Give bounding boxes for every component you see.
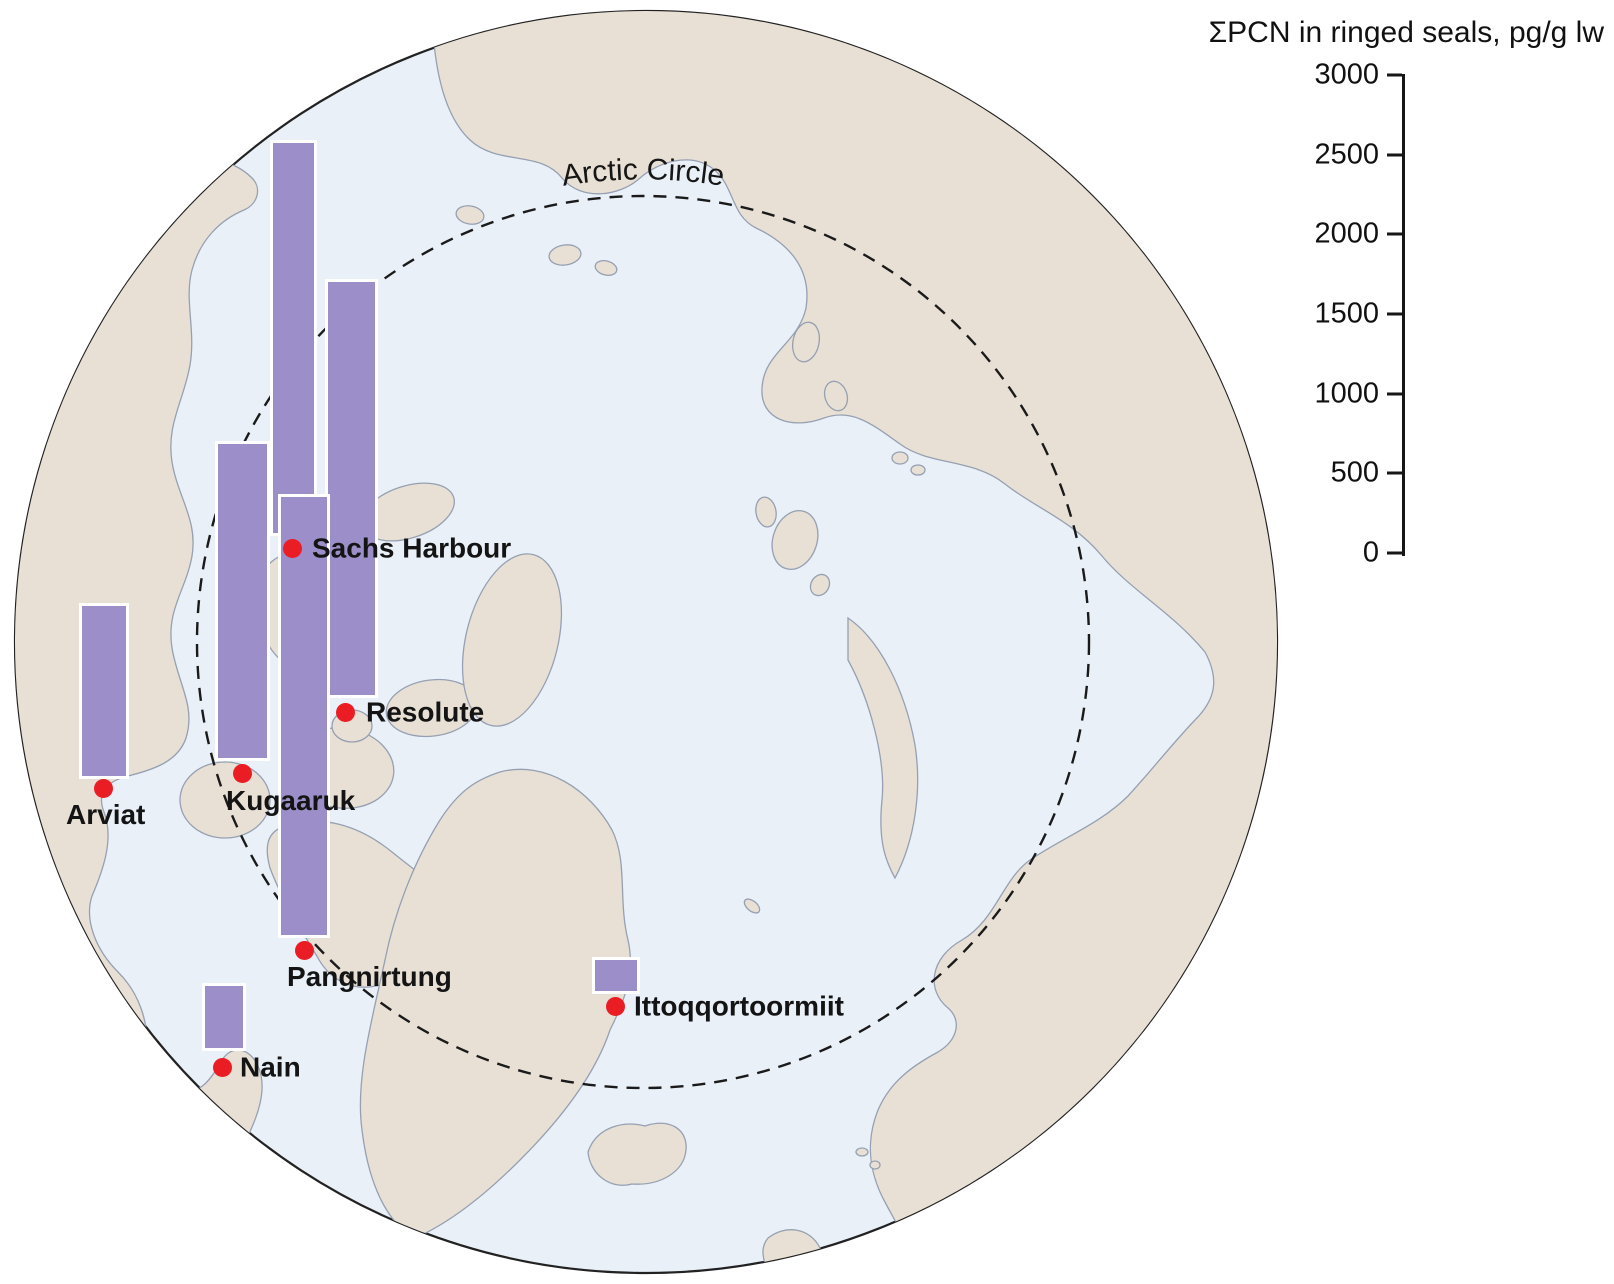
island-faroe	[855, 1147, 869, 1157]
tick-label: 1500	[1314, 297, 1379, 330]
island-ellesmere	[461, 553, 563, 727]
land-greenland	[359, 768, 632, 1239]
location-label: Resolute	[366, 696, 485, 728]
island-svalbard	[771, 510, 819, 570]
bar-resolute	[328, 282, 375, 695]
location-dot	[294, 940, 314, 960]
location-dot	[282, 538, 302, 558]
island-iceland	[587, 1122, 687, 1186]
bar-pangnirtung	[281, 496, 327, 935]
location-label: Ittoqqortoormiit	[634, 990, 844, 1022]
island-jan-mayen	[743, 898, 761, 914]
island-franz-josef-2	[910, 464, 926, 476]
island-franz-josef	[891, 451, 909, 465]
tick-label: 0	[1362, 536, 1379, 569]
bar-ittoqqortoormiit	[595, 959, 637, 991]
tick-label: 1000	[1314, 377, 1379, 410]
tick-500: 500	[1240, 457, 1402, 490]
island-new-siberian	[548, 244, 582, 266]
bar-kugaaruk	[218, 444, 267, 758]
bar-nain	[205, 985, 243, 1048]
island-svalbard-3	[809, 573, 831, 597]
island-faroe-2	[869, 1160, 881, 1170]
tick-mark	[1387, 312, 1402, 316]
location-dot	[232, 763, 252, 783]
scale-title: ΣPCN in ringed seals, pg/g lw	[1208, 16, 1604, 49]
tick-0: 0	[1240, 537, 1402, 570]
tick-1500: 1500	[1240, 298, 1402, 331]
location-label: Kugaaruk	[226, 785, 356, 816]
tick-mark	[1387, 392, 1402, 396]
tick-label: 2500	[1314, 138, 1379, 171]
tick-label: 3000	[1314, 58, 1379, 91]
island-new-siberian-2	[594, 260, 618, 276]
tick-1000: 1000	[1240, 377, 1402, 410]
location-label: Pangnirtung	[287, 961, 452, 992]
island-severnaya-2	[823, 380, 849, 412]
location-label: Sachs Harbour	[312, 532, 512, 564]
arctic-circle-label: Arctic Circle	[560, 153, 727, 192]
bar-sachs-harbour	[273, 142, 314, 533]
tick-2000: 2000	[1240, 218, 1402, 251]
location-dot	[212, 1057, 232, 1077]
tick-mark	[1387, 551, 1402, 555]
tick-2500: 2500	[1240, 138, 1402, 171]
island-severnaya	[791, 321, 821, 363]
island-novaya-zemlya	[847, 616, 919, 880]
location-dot	[605, 996, 625, 1016]
tick-label: 2000	[1314, 217, 1379, 250]
tick-3000: 3000	[1240, 59, 1402, 92]
location-dot	[335, 702, 355, 722]
location-dot	[93, 778, 113, 798]
location-label: Nain	[240, 1051, 301, 1083]
tick-mark	[1387, 232, 1402, 236]
land-eurasia	[429, 11, 1277, 1273]
bar-arviat	[82, 605, 126, 776]
tick-label: 500	[1330, 456, 1379, 489]
tick-mark	[1387, 153, 1402, 157]
arctic-circle-text: Arctic Circle	[560, 153, 727, 192]
location-label: Arviat	[66, 799, 146, 830]
tick-mark	[1387, 471, 1402, 475]
axis-line	[1402, 74, 1405, 556]
tick-mark	[1387, 73, 1402, 77]
island-wrangel	[455, 205, 485, 225]
island-svalbard-2	[755, 496, 777, 528]
arctic-circle-line	[195, 194, 1091, 1090]
